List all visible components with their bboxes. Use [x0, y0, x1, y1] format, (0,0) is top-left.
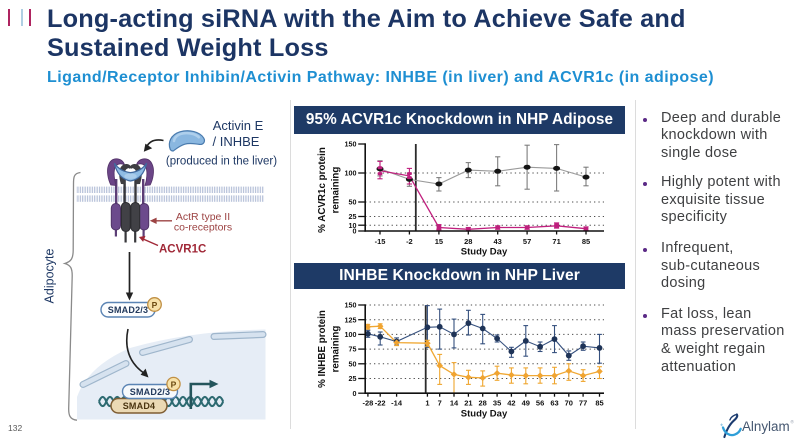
svg-text:Activin E: Activin E [213, 118, 264, 133]
svg-text:Alnylam: Alnylam [742, 419, 790, 434]
svg-text:43: 43 [494, 237, 502, 246]
svg-text:ACVR1C: ACVR1C [159, 244, 206, 256]
svg-text:% ACVR1c protein: % ACVR1c protein [317, 147, 328, 233]
svg-text:14: 14 [450, 399, 459, 408]
svg-text:-14: -14 [391, 399, 403, 408]
svg-text:85: 85 [582, 237, 590, 246]
svg-text:Adipocyte: Adipocyte [43, 249, 57, 304]
svg-text:remaining: remaining [331, 326, 342, 373]
svg-text:Study Day: Study Day [461, 247, 508, 258]
svg-text:15: 15 [435, 237, 443, 246]
svg-text:25: 25 [349, 374, 357, 383]
svg-text:P: P [152, 300, 158, 310]
svg-text:21: 21 [464, 399, 472, 408]
svg-text:0: 0 [353, 389, 357, 398]
svg-text:50: 50 [349, 198, 357, 207]
svg-text:SMAD2/3: SMAD2/3 [130, 387, 170, 397]
svg-text:125: 125 [345, 315, 357, 324]
svg-text:100: 100 [345, 169, 357, 178]
svg-text:SMAD4: SMAD4 [123, 401, 156, 411]
svg-text:75: 75 [349, 345, 357, 354]
svg-text:42: 42 [507, 399, 515, 408]
svg-text:56: 56 [536, 399, 544, 408]
svg-text:SMAD2/3: SMAD2/3 [108, 305, 148, 315]
svg-text:0: 0 [353, 227, 357, 236]
svg-text:71: 71 [552, 237, 560, 246]
svg-text:P: P [171, 380, 177, 390]
svg-text:150: 150 [345, 140, 357, 149]
svg-text:remaining: remaining [331, 167, 342, 214]
svg-text:85: 85 [595, 399, 603, 408]
svg-text:10: 10 [349, 221, 357, 230]
svg-text:-15: -15 [375, 237, 386, 246]
svg-text:ActR type II: ActR type II [176, 211, 230, 223]
svg-text:63: 63 [550, 399, 558, 408]
svg-text:50: 50 [349, 359, 357, 368]
svg-text:-28: -28 [362, 399, 373, 408]
svg-text:100: 100 [345, 330, 357, 339]
svg-text:1: 1 [425, 399, 429, 408]
svg-text:% INHBE protein: % INHBE protein [317, 310, 328, 388]
svg-text:28: 28 [464, 237, 472, 246]
svg-text:25: 25 [349, 212, 357, 221]
svg-text:35: 35 [493, 399, 501, 408]
svg-text:Study Day: Study Day [461, 409, 508, 420]
svg-text:-2: -2 [406, 237, 413, 246]
svg-text:co-receptors: co-receptors [174, 222, 232, 234]
svg-text:70: 70 [565, 399, 573, 408]
svg-text:®: ® [791, 419, 795, 425]
svg-text:(produced in the liver): (produced in the liver) [166, 156, 277, 168]
svg-text:150: 150 [345, 301, 357, 310]
svg-text:77: 77 [579, 399, 587, 408]
svg-text:28: 28 [479, 399, 487, 408]
svg-text:7: 7 [438, 399, 442, 408]
svg-text:-22: -22 [375, 399, 386, 408]
svg-text:49: 49 [522, 399, 530, 408]
svg-text:57: 57 [523, 237, 531, 246]
svg-text:/ INHBE: / INHBE [213, 134, 260, 149]
